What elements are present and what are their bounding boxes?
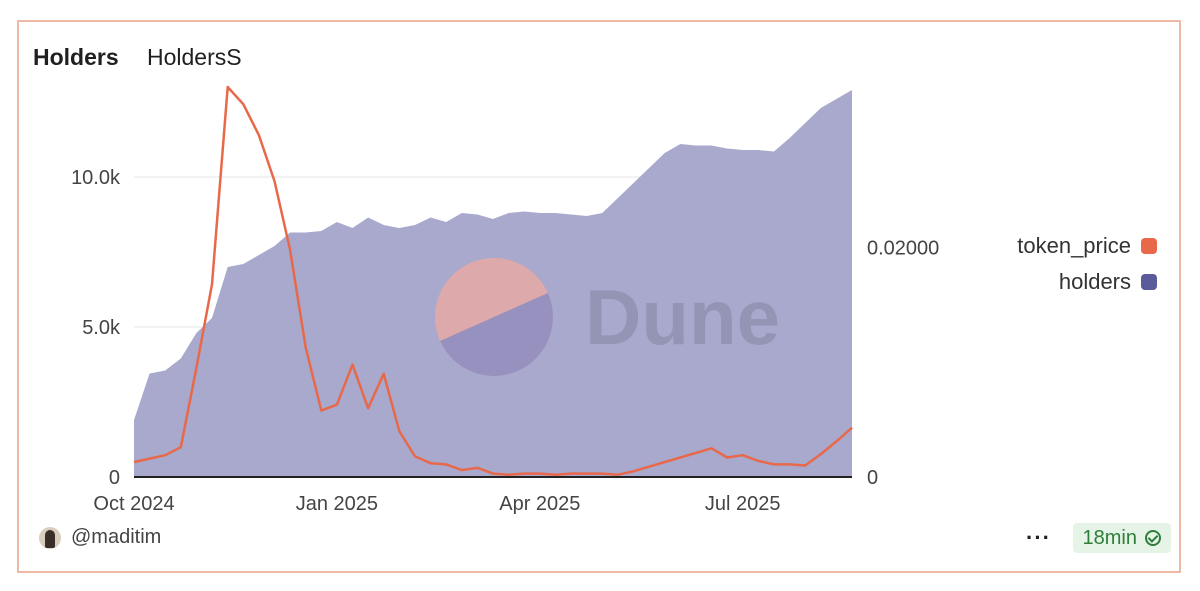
series-token-price-line <box>133 85 853 476</box>
holders-chart: Dune 0 5.0k 10.0k 0 0.02000 Oct 2024 Jan 2025 Ap… <box>71 85 939 515</box>
y-left-tick-label-2: 10.0k <box>71 167 121 189</box>
check-circle-icon <box>1145 530 1161 546</box>
x-tick-label-3: Jul 2025 <box>705 493 781 515</box>
refresh-badge[interactable]: 18min <box>1072 523 1171 553</box>
legend-label-token-price: token_price <box>1017 233 1131 258</box>
tab-holders[interactable]: Holders <box>33 44 119 70</box>
legend-item-token-price[interactable]: token_price <box>1017 228 1157 264</box>
author-link[interactable]: @maditim <box>39 526 161 549</box>
legend-swatch-token-price <box>1141 238 1157 254</box>
tab-holderss[interactable]: HoldersS <box>147 44 242 70</box>
y-right-tick-label-0: 0 <box>867 467 878 489</box>
dune-logo-lower-half <box>440 292 553 376</box>
y-right-tick-label-1: 0.02000 <box>867 238 939 260</box>
chart-card: Holders HoldersS Dune 0 5.0k 10.0k 0 0.02000 O… <box>17 20 1181 573</box>
avatar <box>39 526 61 549</box>
more-options-button[interactable]: ··· <box>1026 525 1051 550</box>
legend-swatch-holders <box>1141 274 1157 290</box>
legend-item-holders[interactable]: holders <box>1017 264 1157 300</box>
y-left-tick-label-1: 5.0k <box>82 317 121 339</box>
x-tick-label-0: Oct 2024 <box>93 493 174 515</box>
author-name: @maditim <box>71 526 162 548</box>
refresh-time: 18min <box>1082 526 1137 549</box>
dune-watermark: Dune <box>585 273 780 361</box>
y-left-tick-label-0: 0 <box>109 467 120 489</box>
x-tick-label-1: Jan 2025 <box>296 493 378 515</box>
chart-legend: token_price holders <box>1017 228 1157 300</box>
x-tick-label-2: Apr 2025 <box>499 493 580 515</box>
legend-label-holders: holders <box>1058 269 1131 294</box>
